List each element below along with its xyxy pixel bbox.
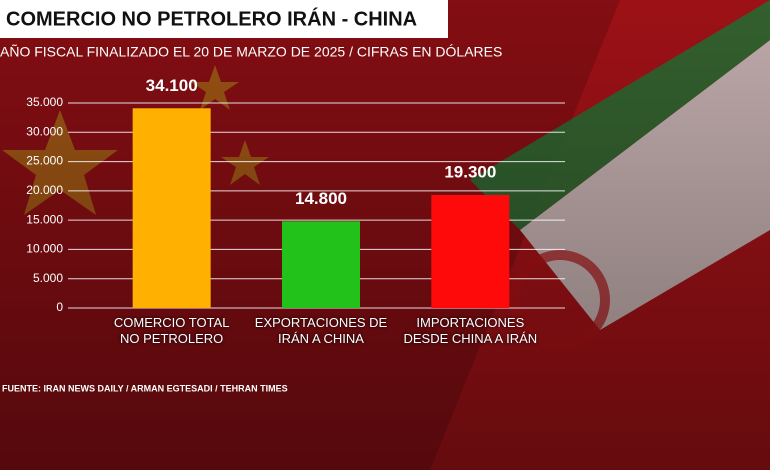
y-tick-label: 0 [56, 300, 63, 314]
bar [431, 194, 510, 308]
bar [132, 108, 211, 309]
value-label: 34.100 [146, 76, 198, 95]
x-tick-label: COMERCIO TOTAL NO PETROLERO [113, 315, 230, 346]
subtitle: AÑO FISCAL FINALIZADO EL 20 DE MARZO DE … [0, 44, 502, 60]
bar [282, 221, 360, 308]
y-tick-label: 5.000 [33, 271, 63, 285]
source: FUENTE: IRAN NEWS DAILY / ARMAN EGTESADI… [2, 383, 288, 393]
value-label: 19.300 [444, 162, 496, 181]
chart-title: COMERCIO NO PETROLERO IRÁN - CHINA [6, 7, 417, 30]
value-label: 14.800 [295, 189, 347, 208]
y-tick-label: 20.000 [26, 183, 63, 197]
y-tick-label: 35.000 [26, 95, 63, 109]
x-tick-label: IMPORTACIONES DESDE CHINA A IRÁN [403, 315, 538, 346]
title-box [0, 0, 448, 38]
y-tick-label: 30.000 [26, 124, 63, 138]
x-tick-label: EXPORTACIONES DE IRÁN A CHINA [254, 315, 388, 346]
y-tick-label: 15.000 [26, 212, 63, 226]
y-tick-label: 10.000 [26, 242, 63, 256]
y-tick-label: 25.000 [26, 154, 63, 168]
